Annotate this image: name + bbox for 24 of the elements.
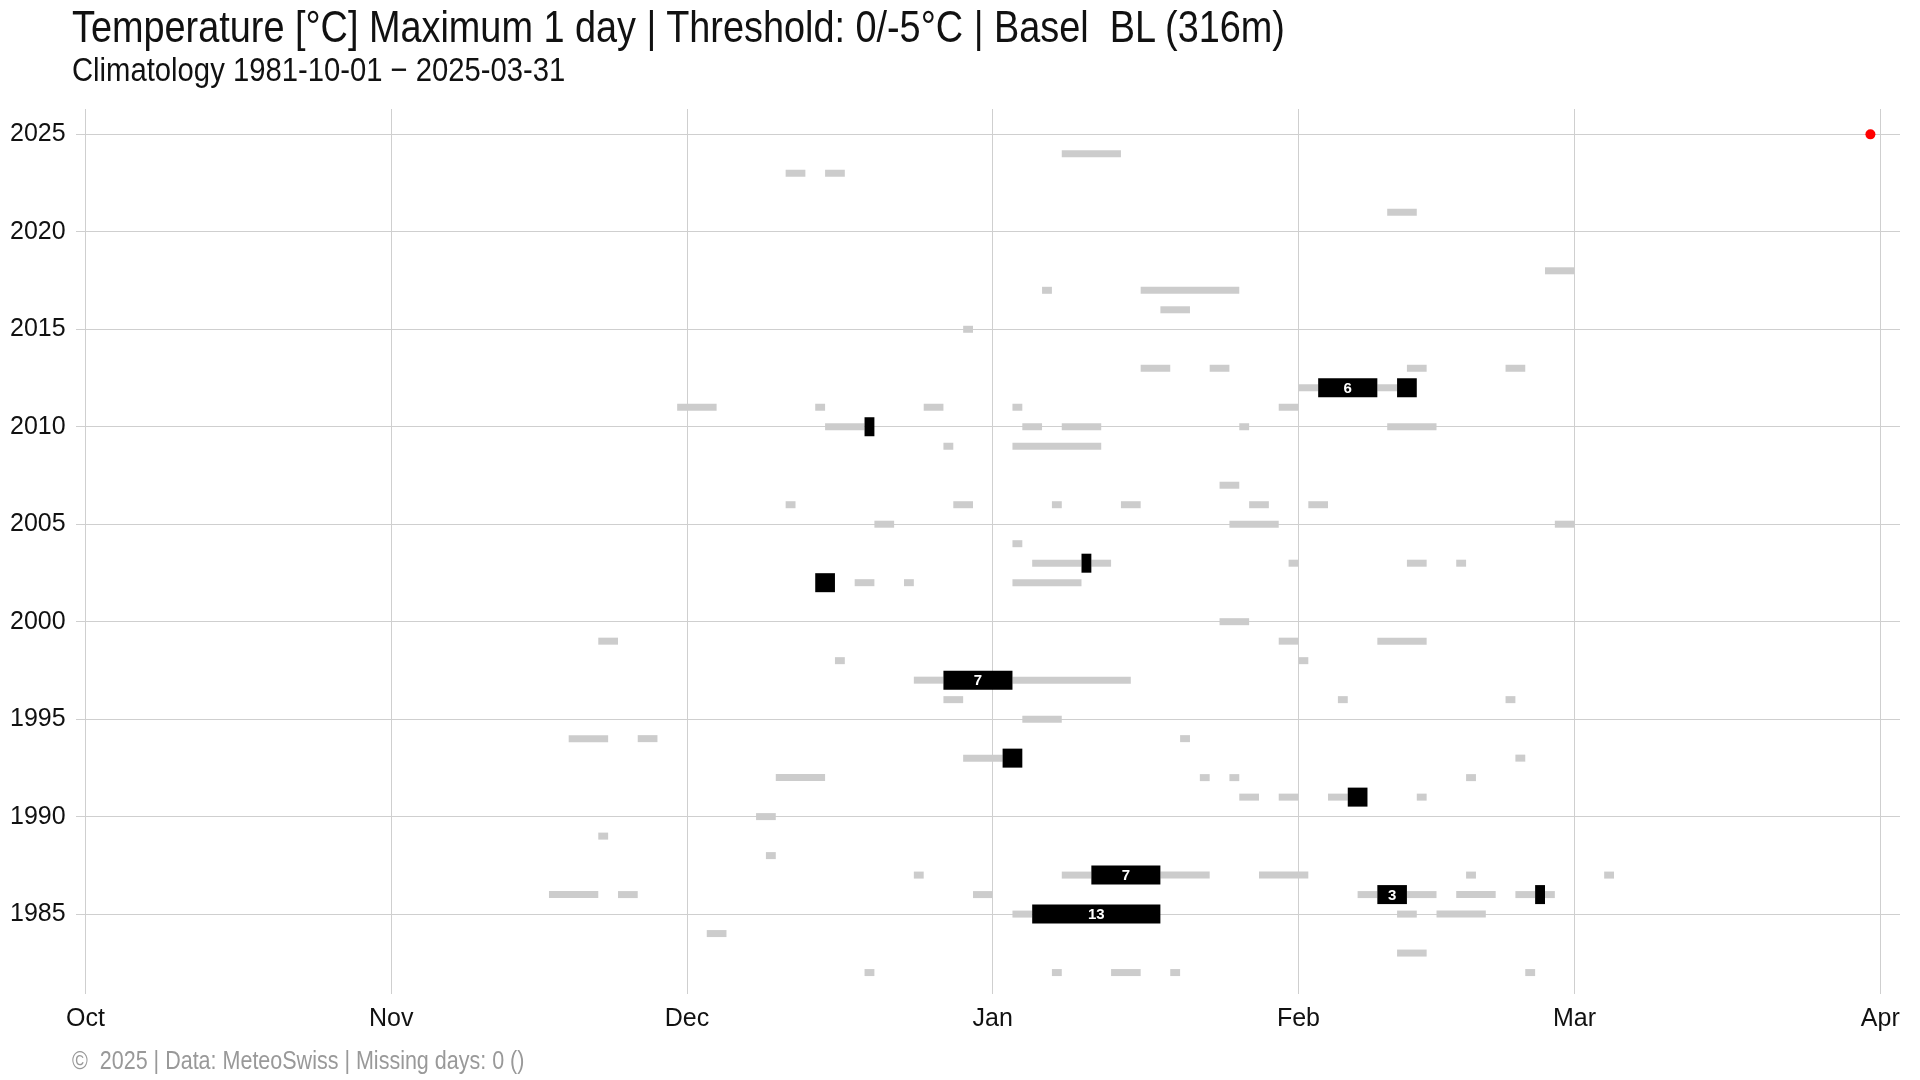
y-tick-label: 1995 xyxy=(9,703,66,732)
x-tick-label: Apr xyxy=(1860,1002,1900,1031)
y-tick-label: 2000 xyxy=(9,605,66,634)
x-tick-label: Nov xyxy=(368,1002,414,1031)
y-tick-label: 2025 xyxy=(9,118,66,147)
x-tick-label: Mar xyxy=(1553,1002,1597,1031)
annotation: 3 xyxy=(1387,885,1397,903)
annotation: 7 xyxy=(973,671,983,689)
y-tick-label: 1990 xyxy=(9,800,66,829)
annotation: 6 xyxy=(1343,378,1352,396)
chart-title: Temperature [°C] Maximum 1 day | Threshold: 0/-5°C | Basel BL (316m) xyxy=(72,2,1285,52)
y-tick-label: 2005 xyxy=(9,508,66,537)
y-tick-label: 2010 xyxy=(9,410,66,439)
x-tick-label: Dec xyxy=(664,1002,710,1031)
y-tick-label: 1985 xyxy=(9,897,66,926)
x-tick-label: Feb xyxy=(1276,1002,1320,1031)
annotation: 13 xyxy=(1087,905,1105,923)
y-tick-label: 2020 xyxy=(9,215,66,244)
x-tick-label: Oct xyxy=(66,1002,105,1031)
y-tick-label: 2015 xyxy=(9,313,66,342)
chart-subtitle: Climatology 1981-10-01 − 2025-03-31 xyxy=(72,50,566,89)
annotation: 7 xyxy=(1121,866,1131,884)
text: © 2025 | Data: MeteoSwiss | Missing days: 0 () xyxy=(72,1046,525,1075)
x-tick-label: Jan xyxy=(972,1002,1013,1031)
